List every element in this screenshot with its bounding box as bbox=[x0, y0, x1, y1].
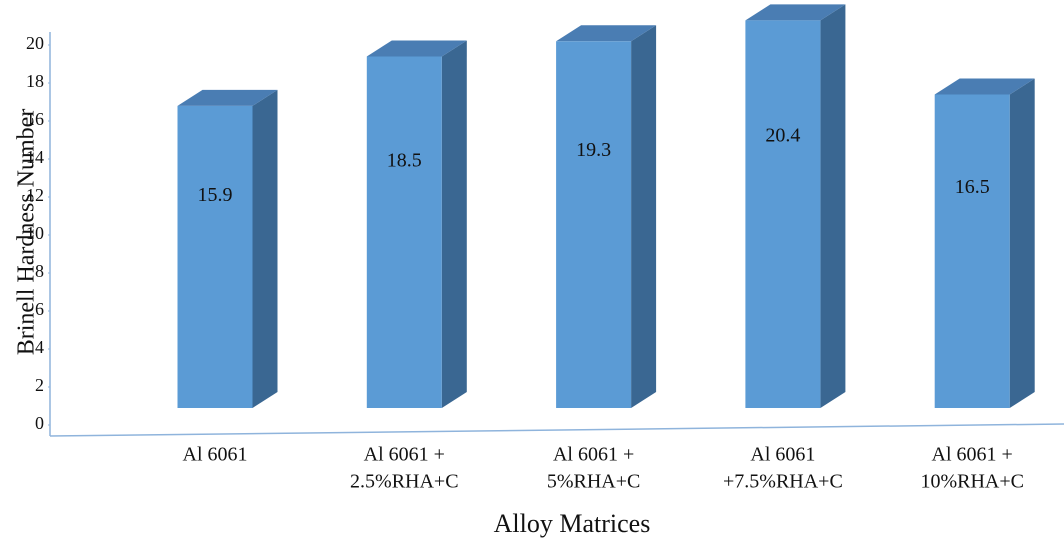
x-tick-label: Al 6061 + bbox=[553, 444, 634, 466]
bar-top bbox=[177, 89, 278, 106]
y-tick-label: 8 bbox=[35, 261, 44, 281]
bar-side bbox=[252, 89, 278, 409]
y-tick-label: 2 bbox=[35, 375, 44, 395]
y-tick-label: 16 bbox=[26, 109, 44, 129]
data-label: 15.9 bbox=[198, 184, 233, 206]
y-tick-label: 18 bbox=[26, 71, 44, 91]
bar-side bbox=[820, 4, 846, 409]
bar-top bbox=[934, 78, 1035, 95]
y-tick-label: 0 bbox=[35, 413, 44, 433]
bar-side bbox=[1009, 78, 1035, 408]
bar-top bbox=[366, 40, 467, 57]
x-tick-label: 5%RHA+C bbox=[547, 471, 641, 493]
x-tick-label: +7.5%RHA+C bbox=[723, 471, 843, 493]
y-tick-label: 14 bbox=[26, 147, 44, 167]
x-axis bbox=[49, 423, 1064, 437]
y-tick-label: 20 bbox=[26, 33, 44, 53]
data-label: 20.4 bbox=[765, 124, 800, 146]
x-tick-label: Al 6061 bbox=[750, 444, 815, 466]
y-axis-title: Brinell Hardness Number bbox=[14, 109, 40, 356]
bar bbox=[934, 94, 1010, 408]
x-tick-label: Al 6061 bbox=[183, 444, 248, 466]
bar-top bbox=[556, 25, 657, 42]
x-tick-label: Al 6061 + bbox=[364, 444, 445, 466]
x-tick-label: Al 6061 + bbox=[932, 444, 1013, 466]
data-label: 16.5 bbox=[955, 176, 990, 198]
y-tick-label: 4 bbox=[35, 337, 44, 357]
y-tick-label: 6 bbox=[35, 299, 44, 319]
bar bbox=[745, 20, 821, 409]
x-tick-label: 2.5%RHA+C bbox=[350, 471, 459, 493]
bar-side bbox=[631, 25, 657, 409]
bar bbox=[556, 41, 632, 409]
bar-side bbox=[441, 40, 467, 408]
data-label: 18.5 bbox=[387, 150, 422, 172]
y-tick-label: 10 bbox=[26, 223, 44, 243]
y-tick-label: 12 bbox=[26, 185, 44, 205]
x-axis-title: Alloy Matrices bbox=[494, 509, 651, 538]
bar bbox=[177, 105, 253, 409]
data-label: 19.3 bbox=[576, 139, 611, 161]
bar-top bbox=[745, 4, 846, 21]
x-tick-label: 10%RHA+C bbox=[920, 471, 1024, 493]
bar bbox=[366, 56, 442, 408]
